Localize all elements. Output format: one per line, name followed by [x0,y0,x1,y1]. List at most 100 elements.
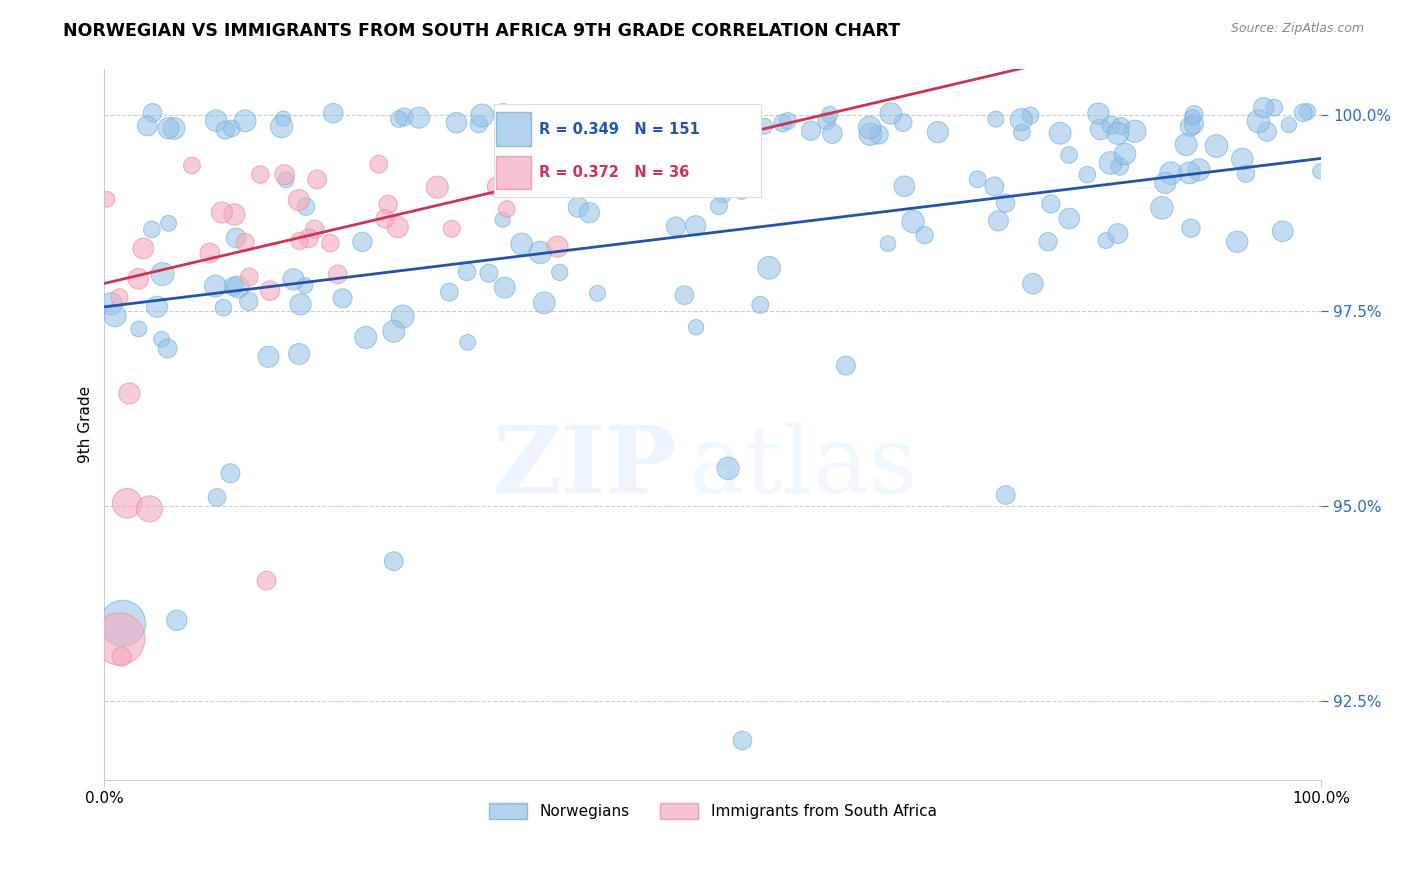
Point [1182,107,1205,121]
Point [467,117,489,131]
Point [283,272,305,286]
Point [377,197,399,211]
Point [1039,197,1062,211]
Point [529,245,551,260]
Point [440,221,463,235]
Point [249,168,271,182]
Point [392,110,415,124]
Point [1160,166,1182,180]
Point [503,111,526,125]
Point [494,280,516,294]
Point [219,467,242,481]
Point [156,342,179,356]
Point [221,121,243,136]
Point [205,113,228,128]
Point [118,386,141,401]
Point [966,172,988,186]
Point [510,237,533,252]
Point [858,120,880,135]
Point [994,196,1017,211]
Point [388,112,411,127]
Point [877,236,900,251]
Point [1059,211,1081,226]
Point [1114,147,1136,161]
Point [815,114,838,128]
Point [1011,125,1033,139]
Point [439,285,461,299]
Point [456,265,478,279]
Point [273,168,295,182]
Point [1019,108,1042,122]
Y-axis label: 9th Grade: 9th Grade [79,385,93,463]
Point [212,301,235,315]
Point [367,157,389,171]
Point [111,616,134,631]
Point [717,115,740,129]
Point [478,266,501,280]
Point [408,111,430,125]
Point [1010,112,1032,127]
Point [374,211,396,226]
Point [776,114,799,128]
Point [1057,148,1080,162]
Point [204,279,226,293]
Point [205,491,228,505]
Point [880,106,903,120]
Point [326,268,349,282]
Point [1049,126,1071,140]
Point [146,300,169,314]
Point [983,179,1005,194]
Point [754,120,776,134]
Point [492,106,515,120]
Point [749,298,772,312]
Point [163,121,186,136]
Point [298,231,321,245]
Point [387,220,409,235]
Point [271,112,294,126]
Point [927,125,949,139]
Point [166,613,188,627]
Point [290,297,312,311]
Point [495,202,517,216]
Point [238,294,260,309]
Point [141,222,163,236]
Point [1108,160,1130,174]
Point [198,246,221,260]
Point [1253,101,1275,115]
Point [288,193,311,207]
Point [142,106,165,120]
Point [1123,124,1146,138]
Point [226,280,249,294]
Point [685,320,707,334]
Point [382,554,405,568]
Point [1182,117,1205,131]
Point [259,284,281,298]
Point [665,219,688,234]
Point [100,297,122,311]
Point [891,115,914,129]
Point [233,235,256,250]
Point [446,116,468,130]
Point [457,335,479,350]
Legend: Norwegians, Immigrants from South Africa: Norwegians, Immigrants from South Africa [482,797,942,825]
Point [288,234,311,248]
Point [818,108,841,122]
Point [104,309,127,323]
Point [1107,227,1129,241]
Point [1107,127,1129,141]
Point [685,219,707,233]
Point [1022,277,1045,291]
Point [256,574,278,588]
Point [132,242,155,256]
Point [288,347,311,361]
Point [1154,176,1177,190]
Point [391,310,413,324]
Point [382,324,405,338]
Point [548,265,571,279]
Point [233,113,256,128]
Text: ZIP: ZIP [492,422,676,512]
Point [128,322,150,336]
Point [1076,168,1098,182]
Point [634,121,657,136]
Point [650,122,672,136]
